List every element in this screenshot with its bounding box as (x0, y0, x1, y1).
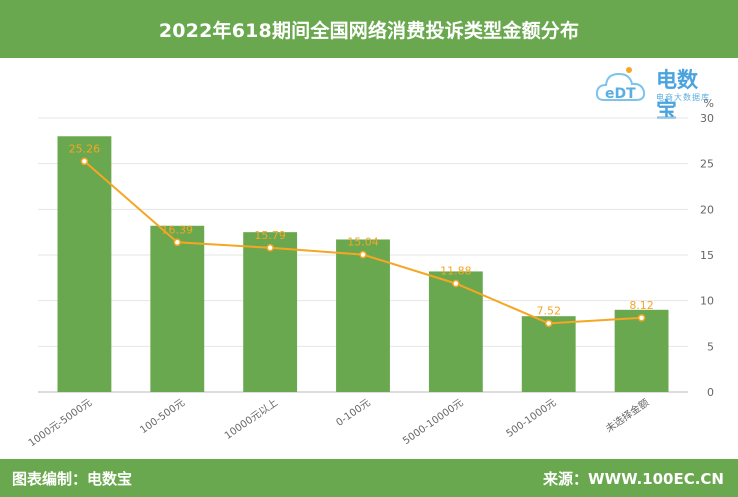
logo-brand: 电数宝 (656, 68, 698, 122)
data-label: 8.12 (629, 299, 654, 312)
footer-source: 来源：WWW.100EC.CN (543, 470, 724, 488)
bar-line-chart: 0 5 10 15 20 25 30% 1000元-5000元 100-500元 10000元以上… (27, 97, 714, 449)
y-tick-label: 25 (700, 158, 714, 171)
data-label: 15.79 (254, 229, 286, 242)
line-point (544, 319, 553, 328)
line-point (359, 250, 367, 259)
x-tick-label: 1000元-5000元 (27, 397, 94, 449)
bar (336, 239, 390, 392)
y-tick-label: 10 (700, 295, 714, 308)
y-tick-label: 0 (707, 386, 714, 399)
data-label: 25.26 (69, 142, 101, 155)
y-unit-label: % (704, 97, 714, 110)
bar (521, 316, 576, 392)
x-tick-label: 10000元以上 (222, 397, 280, 442)
footer-bar: 图表编制：电数宝 来源：WWW.100EC.CN (0, 459, 738, 497)
line-point (80, 157, 89, 166)
logo-badge: eDT (605, 86, 636, 102)
data-label: 7.52 (536, 304, 561, 317)
y-tick-label: 30 (700, 112, 714, 125)
y-tick-label: 15 (700, 249, 714, 262)
x-tick-label: 5000-10000元 (401, 397, 465, 447)
logo: eDT 电数宝 电商大数据库 (594, 62, 714, 122)
x-tick-label: 0-100元 (334, 397, 372, 428)
logo-subtitle: 电商大数据库 (656, 93, 710, 102)
bar (614, 309, 669, 392)
footer-credit: 图表编制：电数宝 (12, 470, 133, 488)
x-tick-label: 未选择金额 (603, 396, 651, 435)
chart-title: 2022年618期间全国网络消费投诉类型金额分布 (158, 19, 580, 42)
logo-cloud-icon: eDT (595, 67, 646, 102)
x-tick-label: 500-1000元 (504, 397, 558, 439)
y-tick-label: 20 (700, 203, 714, 216)
bar (57, 136, 112, 392)
y-tick-label: 5 (707, 340, 714, 353)
line-point (452, 279, 460, 288)
bar (150, 225, 205, 392)
line-point (173, 238, 182, 247)
data-label: 15.04 (347, 236, 379, 249)
bar (243, 232, 298, 392)
x-tick-label: 100-500元 (138, 397, 187, 436)
header-bar: 2022年618期间全国网络消费投诉类型金额分布 (0, 0, 738, 58)
data-label: 16.39 (162, 223, 194, 236)
line-point (637, 314, 646, 322)
data-label: 11.88 (440, 264, 472, 277)
bar (428, 271, 483, 392)
line-point (266, 244, 274, 252)
